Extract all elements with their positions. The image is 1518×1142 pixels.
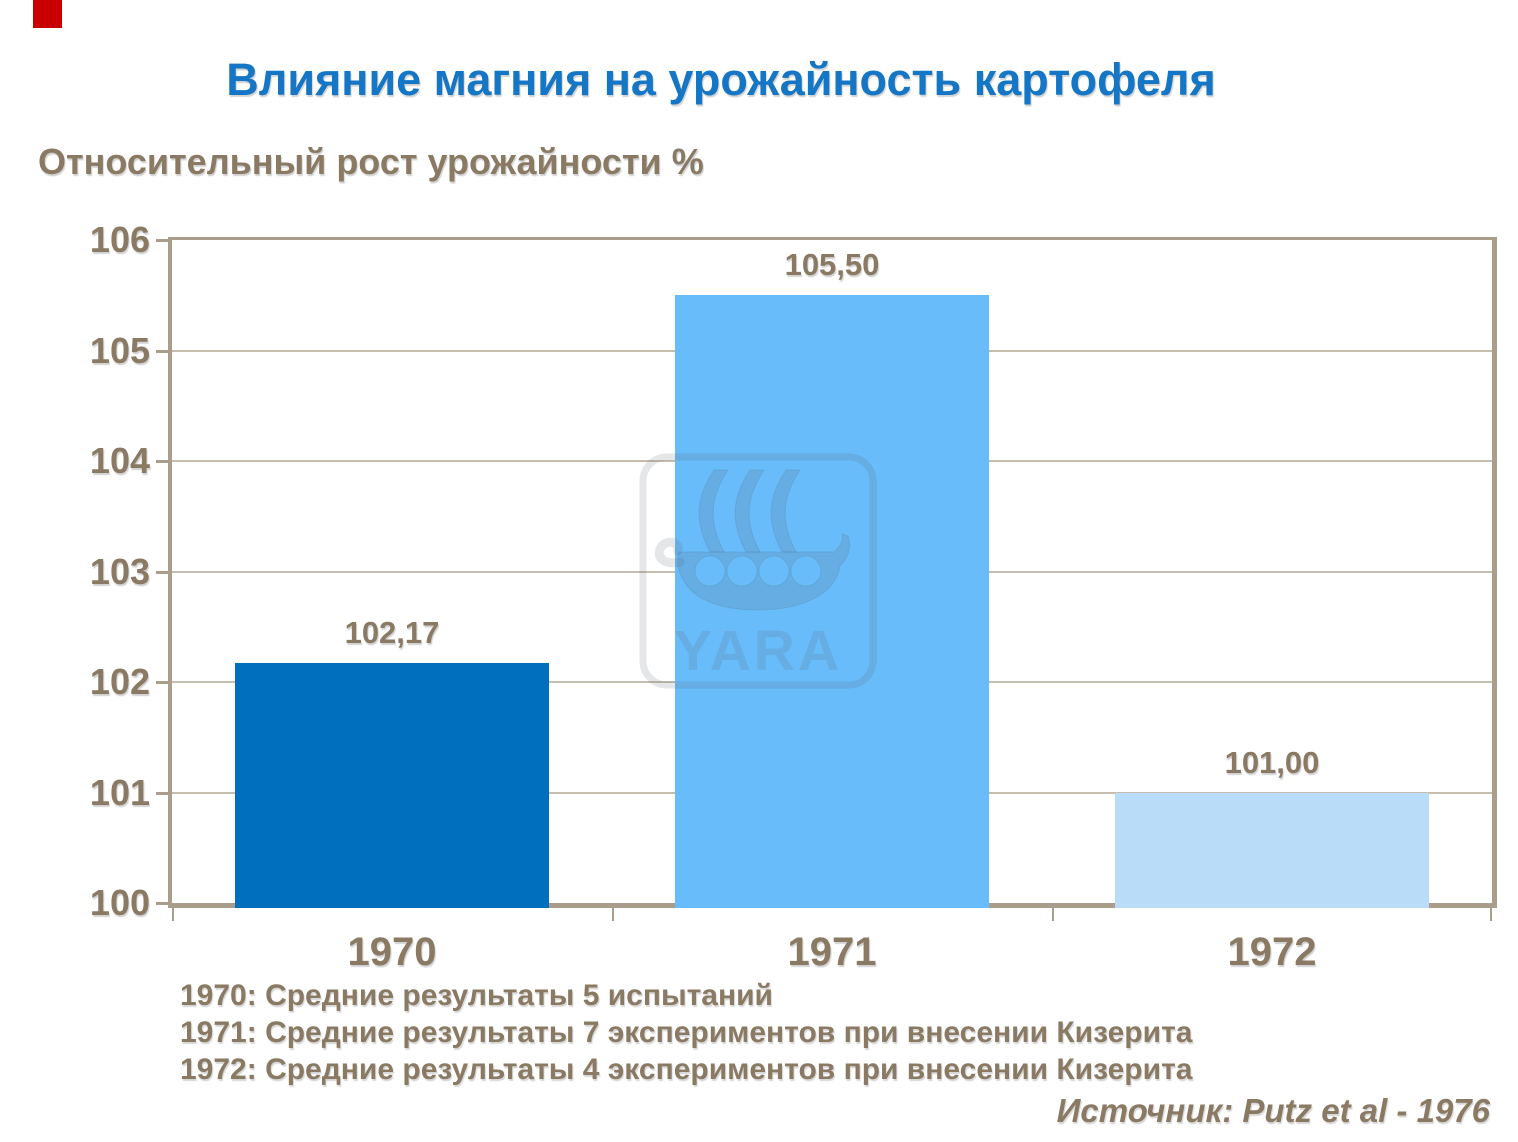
chart-title: Влияние магния на урожайность картофеля: [226, 54, 1216, 105]
y-tick-102: [156, 681, 168, 684]
x-axis-label-1971: 1971: [787, 930, 877, 974]
y-axis-labels: 100 101 102 103 104 105 106: [28, 219, 150, 923]
sail-2: [734, 469, 765, 553]
y-tick-101: [156, 791, 168, 795]
x-tick-3: [1490, 908, 1492, 921]
yara-watermark: YARA: [638, 452, 878, 690]
footnote-line-1972: 1972: Средние результаты 4 экспериментов…: [180, 1053, 1193, 1086]
x-tick-2: [1052, 908, 1054, 921]
value-label-1971: 105,50: [784, 247, 880, 283]
y-tick-105: [156, 349, 168, 353]
y-axis-label-101: 101: [89, 771, 150, 813]
watermark-frame: [639, 453, 877, 689]
footnote-line-1970: 1970: Средние результаты 5 испытаний: [180, 979, 773, 1012]
y-tick-100: [156, 902, 168, 905]
bar-1971: [675, 295, 989, 908]
y-axis-label-105: 105: [89, 329, 150, 371]
value-label-1970: 102,17: [344, 615, 440, 651]
y-axis-label-106: 106: [89, 219, 150, 260]
prow-curl: [654, 537, 685, 568]
plot-top-border: [168, 237, 1497, 240]
viking-ship-logo-icon: YARA: [639, 453, 877, 689]
y-axis-label-102: 102: [89, 661, 150, 702]
x-tick-0: [172, 908, 174, 921]
hull: [677, 533, 851, 611]
watermark-brand-text: YARA: [674, 619, 842, 683]
y-axis-line: [168, 237, 172, 908]
footnotes: 1970: Средние результаты 5 испытаний 197…: [180, 977, 1192, 1088]
plot-area: 102,17 105,50 101,00 1970 1971 1972: [156, 237, 1497, 974]
sail-3: [770, 469, 801, 553]
y-axis-label-104: 104: [89, 440, 150, 481]
sail-1: [698, 469, 729, 553]
bar-1970: [235, 663, 549, 908]
bar-1972: [1115, 792, 1429, 908]
x-axis-label-1972: 1972: [1227, 930, 1317, 974]
source-credit: Источник: Putz et al - 1976: [1056, 1092, 1490, 1129]
y-axis-title: Относительный рост урожайности %: [38, 141, 704, 182]
value-label-1972: 101,00: [1224, 744, 1320, 780]
red-accent-bar: [33, 0, 62, 28]
x-axis-label-1970: 1970: [347, 930, 437, 974]
y-tick-103: [156, 570, 168, 574]
y-axis-label-103: 103: [89, 550, 150, 592]
y-tick-106: [156, 239, 168, 242]
plot-right-border: [1492, 237, 1497, 908]
y-axis-label-100: 100: [89, 882, 150, 923]
x-tick-1: [612, 908, 614, 921]
y-tick-104: [156, 460, 168, 463]
footnote-line-1971: 1971: Средние результаты 7 экспериментов…: [180, 1016, 1193, 1049]
